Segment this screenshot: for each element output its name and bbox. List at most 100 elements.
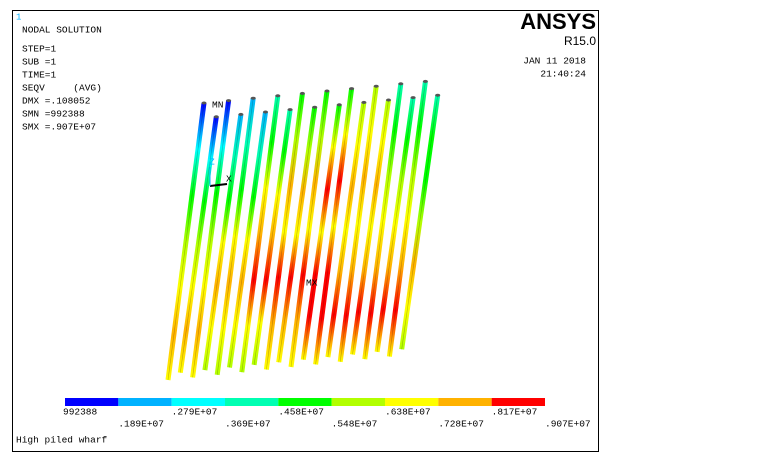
pile-cap — [226, 99, 232, 103]
pile — [350, 99, 391, 355]
pile-cap — [275, 94, 281, 98]
pile — [362, 83, 404, 360]
header-line: TIME=1 — [22, 70, 57, 81]
pile-edge — [266, 93, 303, 370]
header-line: NODAL SOLUTION — [22, 25, 102, 36]
pile-edge — [180, 116, 217, 373]
pile — [190, 100, 232, 378]
logo-title: ANSYS — [520, 9, 596, 34]
pile-cap — [238, 112, 244, 116]
header: NODAL SOLUTION STEP=1 SUB =1 TIME=1 SEQV (AV… — [22, 25, 102, 133]
header-line: DMX =.108052 — [22, 96, 91, 107]
legend-swatch — [225, 398, 279, 406]
pile-cap — [373, 84, 379, 88]
legend-swatch — [385, 398, 439, 406]
pile-edge — [253, 109, 291, 365]
pile — [300, 104, 342, 361]
legend-label: .189E+07 — [118, 419, 164, 430]
legend-label: .279E+07 — [172, 407, 218, 418]
legend-swatch — [118, 398, 172, 406]
pile — [374, 97, 416, 353]
legend-label: .369E+07 — [225, 419, 271, 430]
window-number: 1 — [16, 12, 21, 22]
pile-cap — [250, 96, 256, 100]
pile-edge — [315, 88, 352, 365]
legend-swatch — [491, 398, 545, 406]
axis-label: X — [226, 174, 232, 185]
pile-edge — [216, 98, 254, 375]
pile — [239, 95, 281, 373]
header-line: SEQV (AVG) — [22, 83, 102, 94]
pile-edge — [303, 104, 340, 360]
pile — [251, 109, 293, 366]
legend-swatch — [65, 398, 119, 406]
pile — [325, 102, 367, 358]
frame — [12, 10, 599, 452]
pile-edge — [167, 102, 205, 381]
pile-cap — [435, 93, 441, 97]
pile-edge — [229, 111, 266, 368]
pile-cap — [287, 108, 293, 112]
pile-cap — [336, 103, 342, 107]
pile — [386, 81, 428, 357]
header-line: SMX =.907E+07 — [22, 122, 96, 133]
pile-cap — [386, 98, 391, 102]
pile-cap — [201, 101, 207, 105]
header-line: SMN =992388 — [22, 109, 85, 120]
min-marker: MN — [212, 100, 223, 111]
legend: 992388 .189E+07 .279E+07 .369E+07 .458E+07 .5… — [63, 398, 591, 430]
axis-label: Z — [209, 157, 215, 168]
legend-swatch — [171, 398, 225, 406]
pile-edge — [241, 95, 279, 373]
header-line: STEP=1 — [22, 44, 57, 55]
pile — [399, 94, 441, 350]
pile — [227, 111, 268, 368]
logo-version: R15.0 — [564, 34, 596, 48]
legend-label: .907E+07 — [545, 419, 591, 430]
pile-edge — [352, 99, 389, 355]
pile-cap — [312, 105, 318, 109]
pile-cap — [349, 87, 355, 91]
pile — [276, 106, 318, 363]
header-line: SUB =1 — [22, 57, 57, 68]
pile-edge — [364, 83, 402, 360]
max-marker: MX — [306, 278, 318, 289]
pile-cap — [263, 110, 268, 114]
axis-triad — [209, 167, 228, 187]
pile-cap — [422, 79, 428, 83]
legend-label: .728E+07 — [438, 419, 484, 430]
legend-label: 992388 — [63, 407, 98, 418]
pile-edge — [204, 114, 242, 371]
pile-edge — [327, 102, 365, 358]
pile-edge — [278, 107, 315, 363]
pile-cap — [299, 91, 305, 95]
legend-swatch — [438, 398, 492, 406]
legend-label: .638E+07 — [385, 407, 431, 418]
pile — [337, 85, 379, 363]
legend-label: .817E+07 — [492, 407, 538, 418]
legend-label: .458E+07 — [278, 407, 324, 418]
pile-cap — [398, 82, 404, 86]
pile-cap — [361, 100, 367, 104]
pile-edge — [192, 100, 229, 378]
legend-swatch — [278, 398, 332, 406]
pile-edge — [339, 86, 377, 362]
pile — [214, 97, 256, 376]
pile-edge — [401, 95, 438, 350]
legend-label: .548E+07 — [332, 419, 378, 430]
date: JAN 11 2018 — [523, 56, 586, 67]
piles — [165, 79, 441, 381]
pile — [313, 88, 355, 365]
time: 21:40:24 — [540, 69, 586, 80]
pile — [202, 114, 244, 371]
pile-cap — [213, 115, 219, 119]
pile-edge — [290, 90, 328, 368]
pile-edge — [389, 81, 426, 357]
pile-cap — [410, 96, 416, 100]
pile — [177, 116, 219, 374]
pile — [288, 90, 330, 368]
footer: High piled wharf — [16, 435, 108, 446]
pile — [165, 102, 207, 381]
pile — [263, 93, 305, 370]
